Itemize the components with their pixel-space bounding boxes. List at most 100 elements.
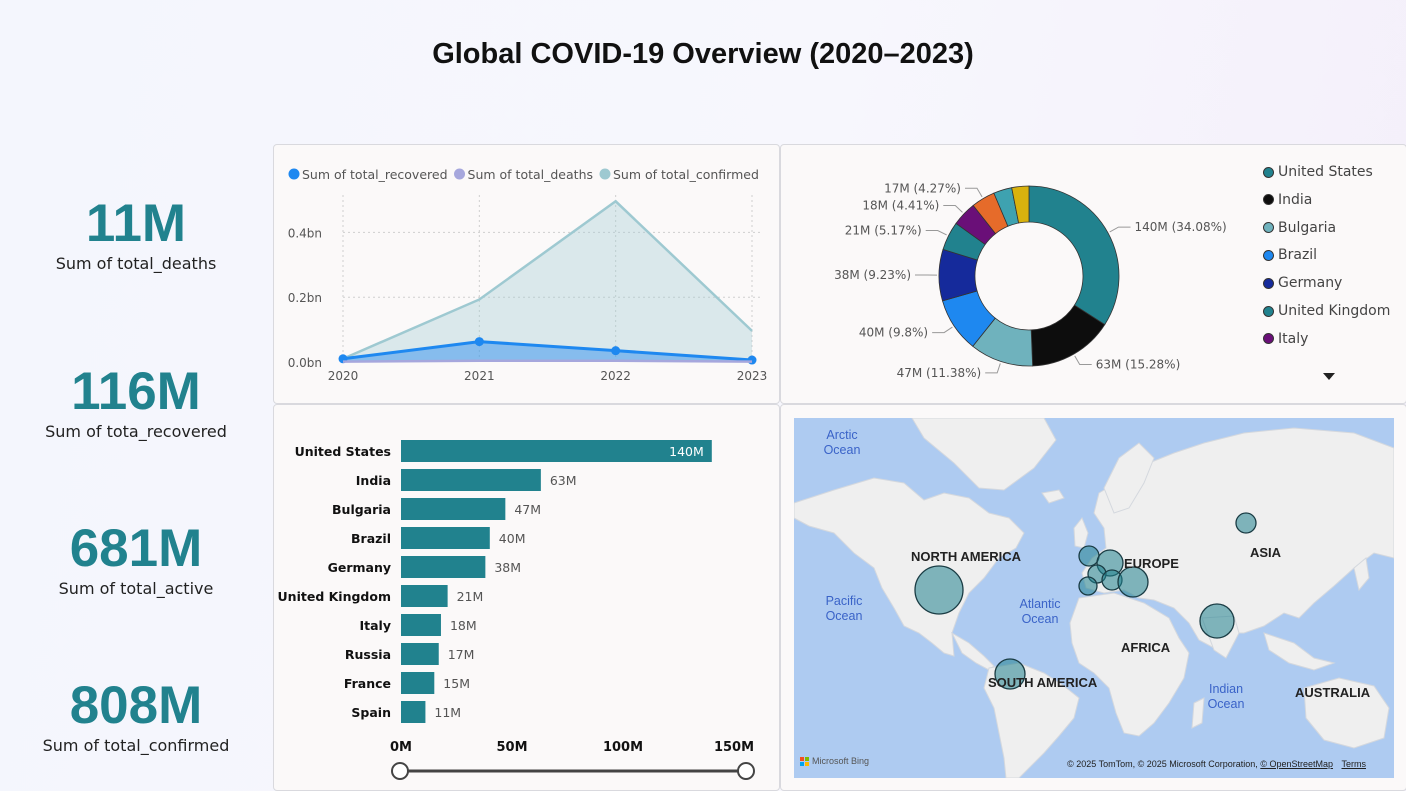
map-label-arctic-ocean: Arctic Ocean	[823, 428, 861, 457]
legend-marker	[1263, 249, 1274, 261]
bubble-russia	[1235, 512, 1257, 534]
x-tick-label: 150M	[714, 740, 754, 755]
data-label: 40M	[499, 531, 526, 546]
x-tick-label: 0M	[390, 740, 412, 755]
legend-label: United States	[1278, 164, 1373, 180]
kpi-confirmed: 808M Sum of total_confirmed	[0, 676, 272, 756]
bubble-brazil	[994, 658, 1026, 690]
openstreetmap-link[interactable]: © OpenStreetMap	[1260, 759, 1333, 769]
bubble-uk	[1078, 545, 1100, 567]
legend-item[interactable]: Germany	[1263, 275, 1342, 291]
legend-item[interactable]: India	[1263, 192, 1312, 208]
bar-chart-panel[interactable]: United States 140M India 63M Bulgaria 47M Braz…	[273, 404, 780, 791]
triangle-down-icon[interactable]	[1323, 373, 1335, 380]
x-tick-label: 2020	[328, 369, 359, 383]
slider-handle-min[interactable]	[391, 762, 409, 780]
leader-line	[925, 230, 947, 236]
leader-line	[1109, 226, 1131, 233]
bubble-spain	[1078, 576, 1098, 596]
data-label: 18M	[450, 618, 477, 633]
line-recovered	[342, 340, 753, 362]
leader-line	[964, 187, 983, 198]
legend-label: Bulgaria	[1278, 219, 1337, 236]
category-label: Spain	[351, 705, 391, 720]
legend-label: Sum of total_deaths	[468, 167, 593, 182]
slice-label: 40M (9.8%)	[859, 326, 928, 340]
kpi-value: 808M	[69, 676, 203, 735]
data-label: 11M	[434, 705, 461, 720]
legend-item[interactable]: United States	[1263, 164, 1373, 180]
category-label: Bulgaria	[332, 502, 391, 517]
land-masses	[794, 418, 1394, 778]
category-label: United States	[295, 444, 391, 459]
legend-label: Sum of total_recovered	[302, 167, 448, 182]
donut-chart-panel[interactable]: 140M (34.08%) 63M (15.28%) 47M (11.38%) 40M…	[780, 144, 1406, 404]
map-label-indian-ocean: Indian Ocean	[1207, 682, 1245, 711]
y-tick-label: 0.4bn	[288, 226, 322, 240]
kpi-label: Sum of total_deaths	[55, 254, 217, 273]
legend-marker	[1263, 333, 1274, 345]
data-label: 47M	[514, 502, 541, 517]
bar	[401, 585, 448, 607]
legend-marker	[599, 168, 611, 180]
data-point	[474, 337, 484, 347]
data-label: 140M	[669, 444, 704, 459]
legend-item[interactable]: United Kingdom	[1263, 303, 1390, 319]
kpi-label: Sum of total_active	[58, 579, 214, 598]
legend-label: Italy	[1278, 330, 1309, 347]
bar-chart: United States 140M India 63M Bulgaria 47M Braz…	[278, 440, 755, 780]
line-confirmed	[342, 199, 753, 360]
map-label-africa: AFRICA	[1121, 640, 1171, 655]
microsoft-logo-icon	[800, 756, 809, 766]
map-label-north-america: NORTH AMERICA	[911, 549, 1022, 564]
data-point	[747, 355, 757, 365]
data-label: 21M	[457, 589, 484, 604]
map-label-south-america: SOUTH AMERICA	[988, 675, 1098, 690]
legend-marker	[1263, 305, 1274, 317]
leader-line	[985, 363, 1001, 374]
legend-label: Sum of total_confirmed	[613, 167, 759, 182]
kpi-value: 116M	[71, 362, 201, 421]
donut-slice	[1028, 185, 1120, 326]
legend-marker	[288, 168, 300, 180]
map-label-asia: ASIA	[1250, 545, 1282, 560]
data-label: 38M	[494, 560, 521, 575]
legend-marker	[1263, 277, 1274, 289]
legend-item[interactable]: Brazil	[1263, 247, 1317, 263]
kpi-label: Sum of total_confirmed	[42, 736, 230, 755]
donut-slice	[1011, 185, 1030, 224]
page-title: Global COVID-19 Overview (2020–2023)	[432, 38, 974, 70]
category-label: France	[344, 676, 391, 691]
slice-label: 38M (9.23%)	[834, 268, 911, 282]
slider-handle-max[interactable]	[737, 762, 755, 780]
x-tick-label: 2022	[600, 369, 631, 383]
legend-label: India	[1278, 191, 1313, 208]
category-label: India	[356, 473, 391, 488]
legend-marker	[1263, 166, 1274, 178]
category-label: Brazil	[351, 531, 391, 546]
kpi-recovered: 116M Sum of tota_recovered	[0, 362, 272, 442]
bar	[401, 672, 435, 694]
data-label: 17M	[448, 647, 475, 662]
legend-item[interactable]: Bulgaria	[1263, 220, 1336, 236]
bar	[401, 498, 506, 520]
map-label-europe: EUROPE	[1124, 556, 1179, 571]
y-tick-label: 0.0bn	[288, 356, 322, 370]
bar	[401, 469, 541, 491]
donut-chart: 140M (34.08%) 63M (15.28%) 47M (11.38%) 40M…	[834, 181, 1227, 380]
x-tick-label: 2021	[464, 369, 495, 383]
legend-label: United Kingdom	[1278, 303, 1391, 319]
legend-item[interactable]: Italy	[1263, 331, 1308, 347]
line-chart-panel[interactable]: Sum of total_recovered Sum of total_death…	[273, 144, 780, 404]
leader-line	[1074, 355, 1092, 366]
terms-link[interactable]: Terms	[1341, 759, 1367, 769]
category-label: United Kingdom	[278, 589, 391, 604]
category-label: Germany	[328, 560, 391, 575]
map-canvas[interactable]: NORTH AMERICA SOUTH AMERICA EUROPE AFRIC…	[794, 418, 1394, 778]
kpi-active: 681M Sum of total_active	[0, 521, 272, 599]
leader-line	[943, 205, 963, 213]
map-panel[interactable]: NORTH AMERICA SOUTH AMERICA EUROPE AFRIC…	[780, 404, 1406, 791]
legend-label: Brazil	[1278, 247, 1318, 264]
x-tick-label: 50M	[496, 740, 527, 755]
bar	[401, 527, 490, 549]
